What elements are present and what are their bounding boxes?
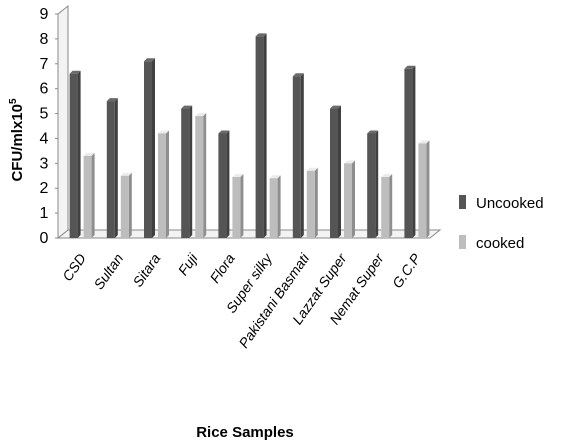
legend-swatch	[459, 235, 466, 249]
x-axis-title: Rice Samples	[196, 424, 294, 441]
y-tick-label: 3	[40, 155, 49, 172]
y-tick-label: 8	[40, 31, 49, 48]
bar-uncooked	[181, 105, 193, 238]
x-category-label: G.C.P	[389, 250, 424, 291]
chart-side-wall	[57, 4, 69, 240]
bar-uncooked	[404, 65, 416, 238]
bar-cooked	[344, 160, 355, 238]
bar-uncooked	[292, 73, 304, 238]
bar-cooked	[232, 174, 244, 238]
x-category-label: Sitara	[129, 250, 163, 289]
bar-cooked	[158, 130, 169, 238]
y-tick-label: 1	[40, 205, 49, 222]
bar-cooked	[306, 167, 318, 238]
bar-uncooked	[144, 58, 155, 239]
y-tick-label: 9	[40, 6, 49, 23]
y-tick-label: 6	[40, 81, 49, 98]
bar-cooked	[418, 140, 430, 238]
y-axis-ticks: 0 1 2 3 4 5 6 7 8 9	[40, 6, 58, 247]
y-tick-label: 4	[40, 130, 49, 147]
bar-uncooked	[69, 70, 81, 238]
bar-uncooked	[218, 130, 230, 238]
bar-uncooked	[106, 98, 118, 238]
y-tick-label: 0	[40, 230, 49, 247]
x-category-label: Flora	[206, 250, 238, 285]
legend-label: cooked	[476, 235, 524, 252]
bar-cooked	[120, 172, 132, 238]
bar-cooked	[195, 113, 207, 238]
bars	[69, 33, 430, 239]
bar-uncooked	[255, 33, 267, 239]
x-category-label: CSD	[59, 251, 89, 284]
bar-cooked	[381, 174, 393, 238]
bar-cooked	[83, 152, 95, 238]
y-tick-label: 2	[40, 180, 49, 197]
x-category-label: Fuji	[175, 250, 202, 278]
x-category-label: Sultan	[90, 250, 126, 292]
y-tick-label: 7	[40, 56, 49, 73]
legend-label: Uncooked	[476, 195, 544, 212]
y-axis-title: CFU/mlx105	[8, 98, 26, 182]
bar-uncooked	[367, 130, 379, 238]
bar-cooked	[269, 175, 281, 238]
legend: Uncooked cooked	[459, 195, 544, 252]
legend-swatch	[459, 195, 466, 209]
y-tick-label: 5	[40, 106, 49, 123]
bar-uncooked	[330, 105, 341, 238]
